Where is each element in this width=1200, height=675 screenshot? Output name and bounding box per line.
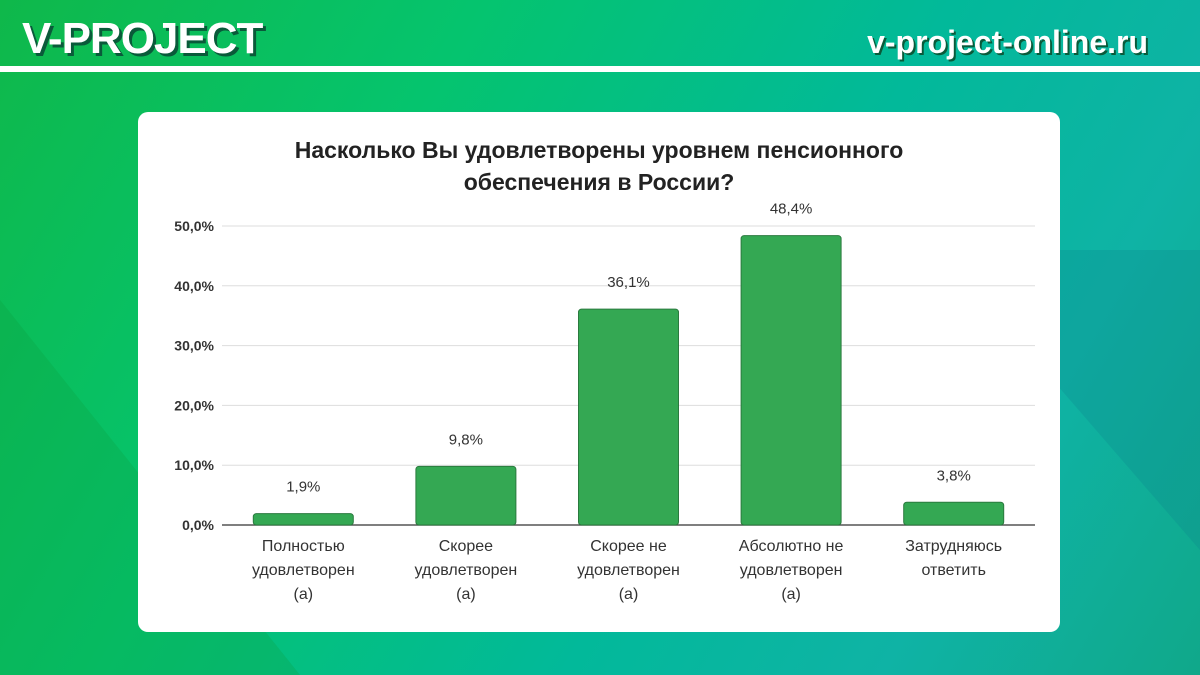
x-tick-label: удовлетворен: [740, 562, 843, 579]
x-tick-label: (а): [619, 586, 639, 603]
bar: [252, 513, 354, 526]
x-tick-label: Абсолютно не: [739, 538, 844, 555]
bar: [578, 308, 679, 526]
x-tick-label: удовлетворен: [577, 562, 680, 579]
x-tick-label: (а): [456, 586, 476, 603]
x-tick-label: Скорее не: [590, 538, 667, 555]
x-tick-label: удовлетворен: [415, 562, 518, 579]
site-url[interactable]: v-project-online.ru: [867, 24, 1148, 60]
y-tick-label: 0,0%: [182, 517, 214, 533]
data-label: 1,9%: [286, 479, 320, 496]
data-label: 9,8%: [449, 431, 483, 448]
y-tick-label: 30,0%: [174, 338, 214, 354]
header-divider: [0, 66, 1200, 72]
chart-title-line: обеспечения в России?: [463, 169, 735, 195]
y-tick-label: 40,0%: [174, 278, 214, 294]
x-tick-label: ответить: [921, 562, 986, 579]
bar-chart: 0,0% 10,0% 20,0% 30,0% 40,0% 50,0% 1,9% Полност…: [174, 201, 1035, 603]
chart-title-line: Насколько Вы удовлетворены уровнем пенси…: [294, 137, 904, 163]
x-tick-label: удовлетворен: [252, 562, 355, 579]
x-tick-label: Полностью: [262, 538, 345, 555]
data-label: 36,1%: [607, 274, 650, 291]
x-tick-label: (а): [294, 586, 314, 603]
y-tick-label: 20,0%: [174, 397, 214, 413]
data-label: 48,4%: [770, 201, 813, 218]
data-label: 3,8%: [937, 467, 971, 484]
bar: [740, 235, 842, 526]
x-tick-label: Скорее: [439, 538, 493, 555]
brand-logo: V-PROJECT: [22, 14, 263, 63]
chart-title: Насколько Вы удовлетворены уровнем пенси…: [138, 134, 1060, 198]
chart-card: Насколько Вы удовлетворены уровнем пенси…: [138, 112, 1060, 632]
y-tick-label: 10,0%: [174, 457, 214, 473]
y-tick-label: 50,0%: [174, 218, 214, 234]
bar: [415, 465, 517, 526]
bar: [903, 501, 1005, 526]
x-tick-label: (а): [781, 586, 801, 603]
x-tick-label: Затрудняюсь: [905, 538, 1002, 555]
